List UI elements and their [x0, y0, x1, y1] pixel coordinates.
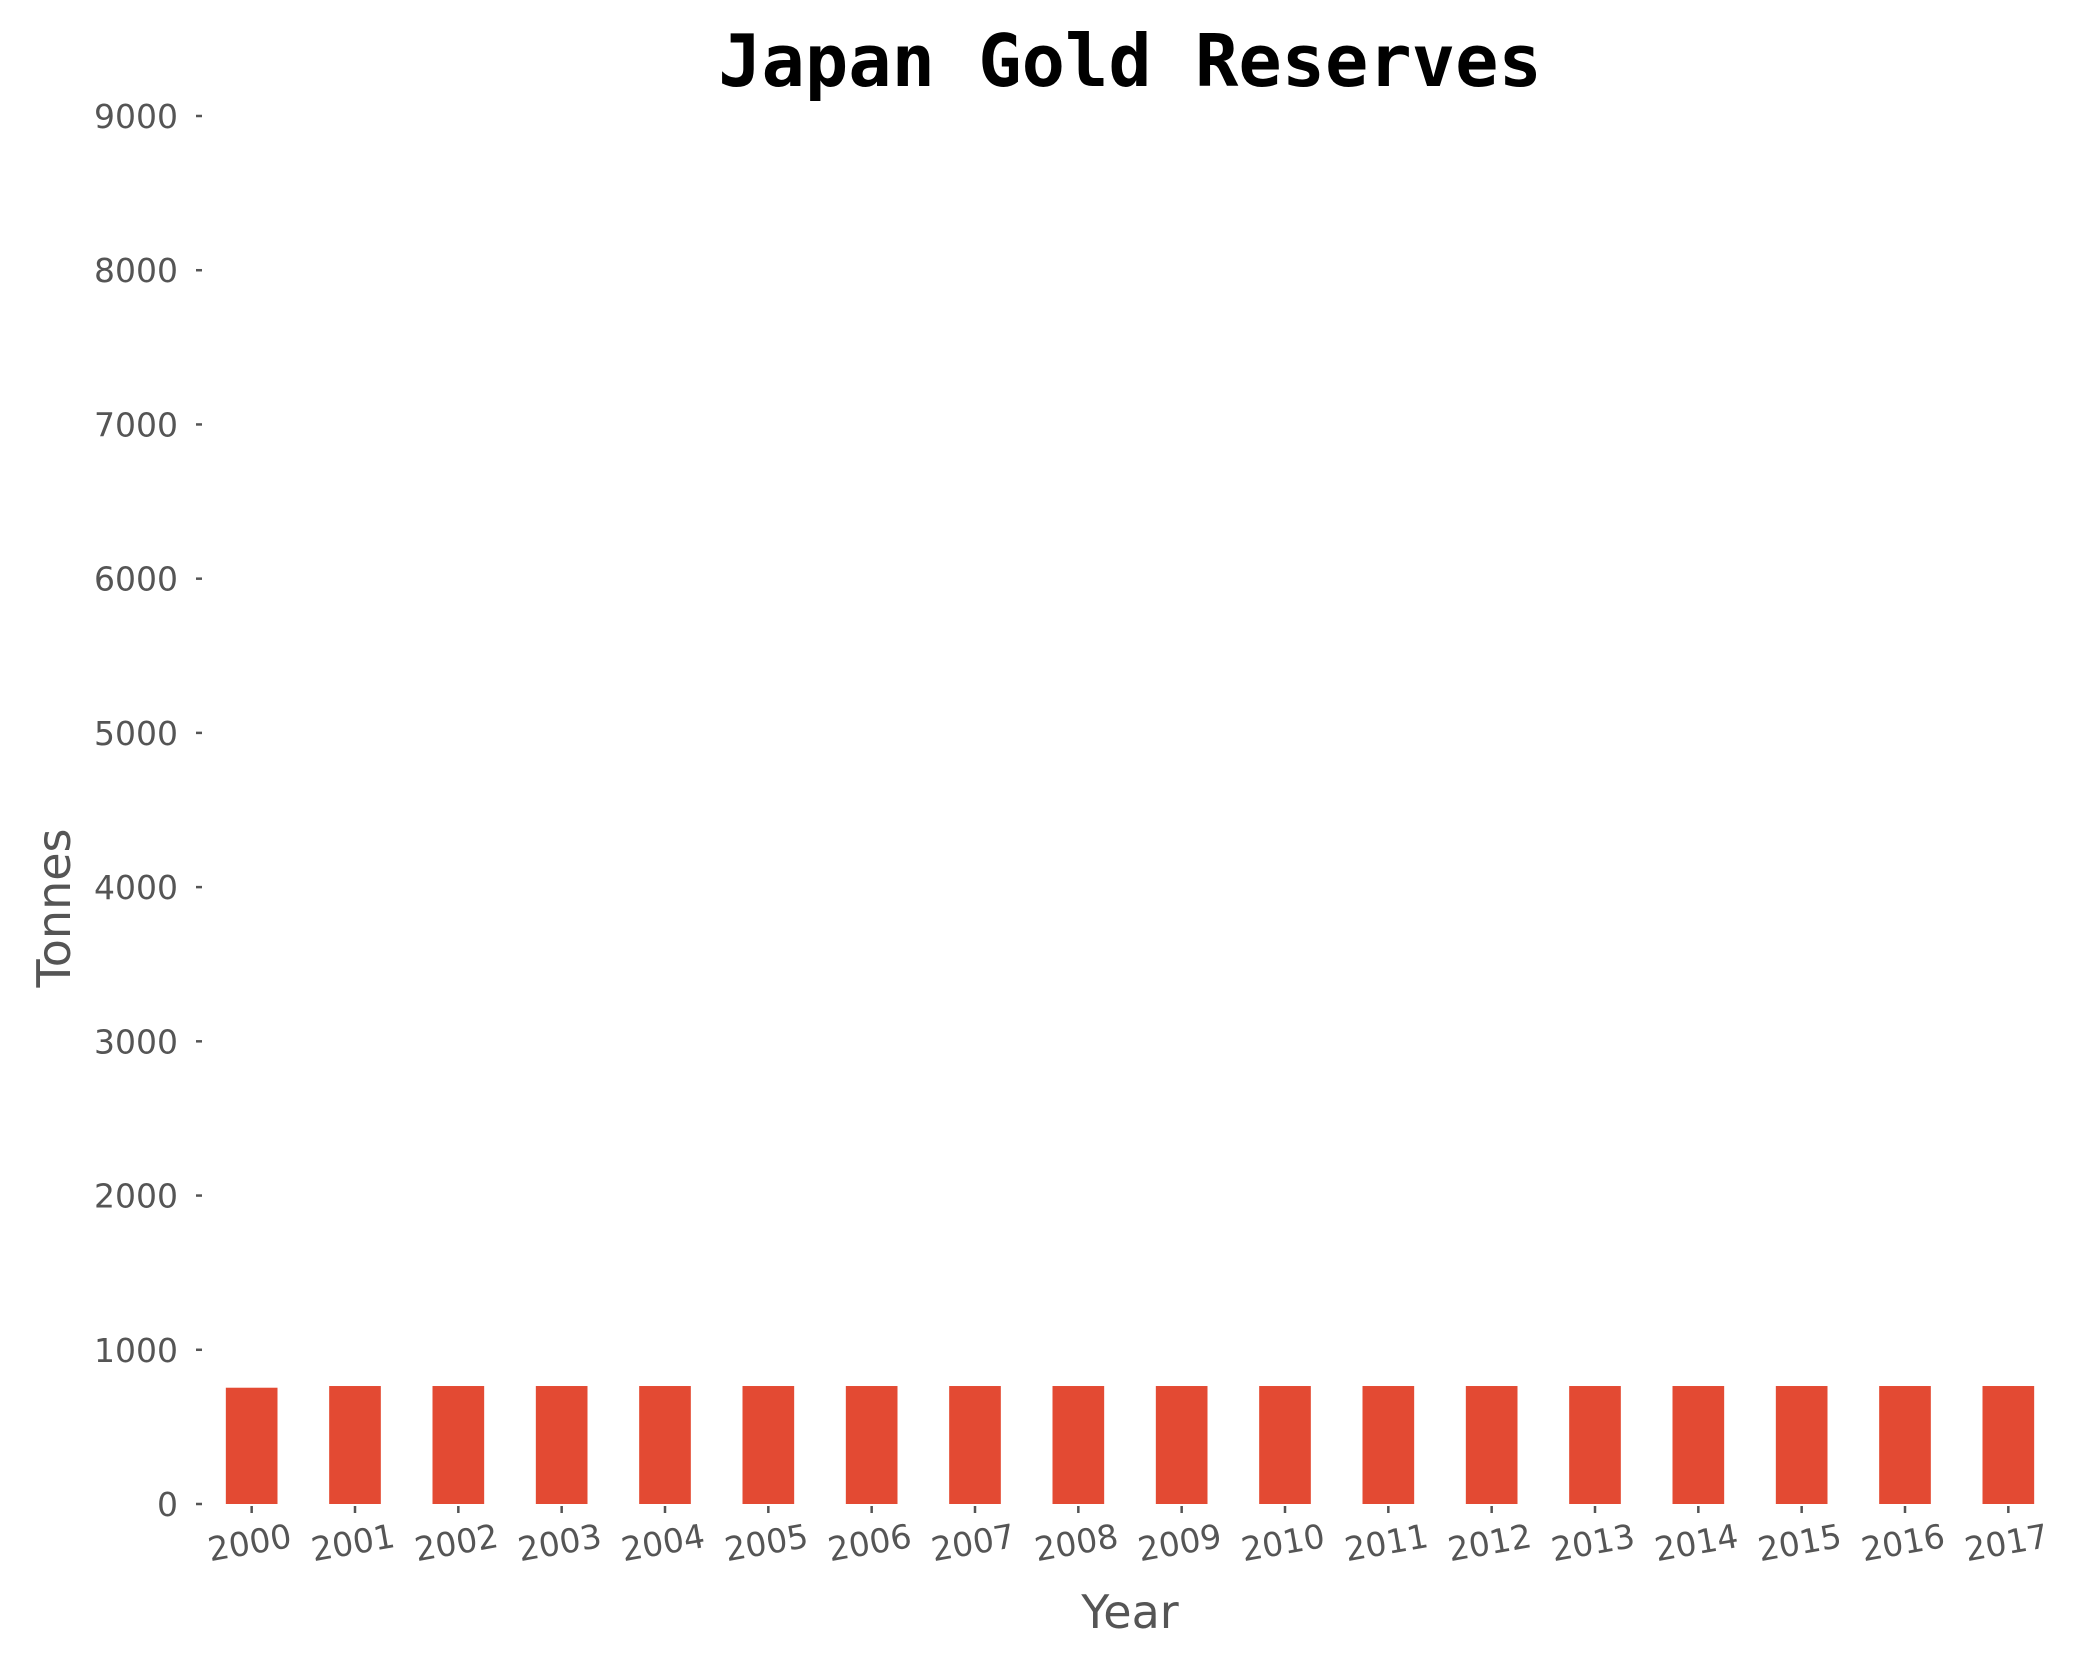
bar [1879, 1386, 1931, 1504]
x-tick-label: 2006 [825, 1516, 914, 1569]
y-tick-label: 7000 [94, 405, 178, 444]
y-tick-label: 3000 [94, 1022, 178, 1061]
y-axis: 0 1000 2000 3000 4000 5000 6000 7000 8000 9000 [94, 97, 202, 1524]
bar [845, 1386, 898, 1504]
x-tick-label: 2007 [928, 1516, 1017, 1569]
bars [225, 1386, 2035, 1504]
bar [1052, 1386, 1105, 1504]
bar [535, 1386, 588, 1504]
bar [432, 1386, 485, 1504]
bar [329, 1386, 381, 1504]
bar [1155, 1386, 1208, 1504]
x-tick-label: 2017 [1962, 1516, 2051, 1569]
x-tick-label: 2013 [1548, 1516, 1637, 1569]
bar [1672, 1386, 1725, 1504]
y-tick-label: 6000 [94, 560, 178, 599]
x-tick-label: 2014 [1652, 1516, 1741, 1569]
y-tick-label: 2000 [94, 1177, 178, 1216]
x-tick-label: 2009 [1135, 1516, 1224, 1569]
x-tick-label: 2012 [1445, 1516, 1534, 1569]
bar [639, 1386, 691, 1504]
x-tick-label: 2011 [1342, 1516, 1431, 1569]
y-tick-label: 8000 [94, 251, 178, 290]
x-tick-label: 2001 [308, 1516, 397, 1569]
bar [225, 1387, 278, 1504]
bar [949, 1386, 1001, 1504]
x-tick-label: 2000 [205, 1516, 294, 1569]
bar [1982, 1386, 2035, 1504]
x-tick-label: 2010 [1238, 1516, 1327, 1569]
y-tick-label: 1000 [94, 1331, 178, 1370]
bar [1465, 1386, 1518, 1504]
x-tick-label: 2016 [1858, 1516, 1947, 1569]
bar [1362, 1386, 1415, 1504]
bar [1569, 1386, 1621, 1504]
bar [742, 1386, 795, 1504]
y-tick-label: 4000 [94, 868, 178, 907]
y-tick-label: 0 [157, 1485, 178, 1524]
x-tick-label: 2015 [1755, 1516, 1844, 1569]
y-tick-label: 5000 [94, 714, 178, 753]
x-tick-label: 2004 [618, 1516, 707, 1569]
chart-title: Japan Gold Reserves [718, 19, 1542, 103]
x-tick-label: 2005 [722, 1516, 811, 1569]
bar [1259, 1386, 1311, 1504]
y-axis-label: Tonnes [27, 828, 81, 988]
x-tick-label: 2008 [1032, 1516, 1121, 1569]
y-tick-label: 9000 [94, 97, 178, 136]
x-tick-label: 2002 [412, 1516, 501, 1569]
bar [1775, 1386, 1828, 1504]
x-axis-label: Year [1080, 1585, 1178, 1639]
x-axis: 2000 2001 2002 2003 2004 2005 2006 2007 2008 2009… [205, 1506, 2051, 1569]
x-tick-label: 2003 [515, 1516, 604, 1569]
